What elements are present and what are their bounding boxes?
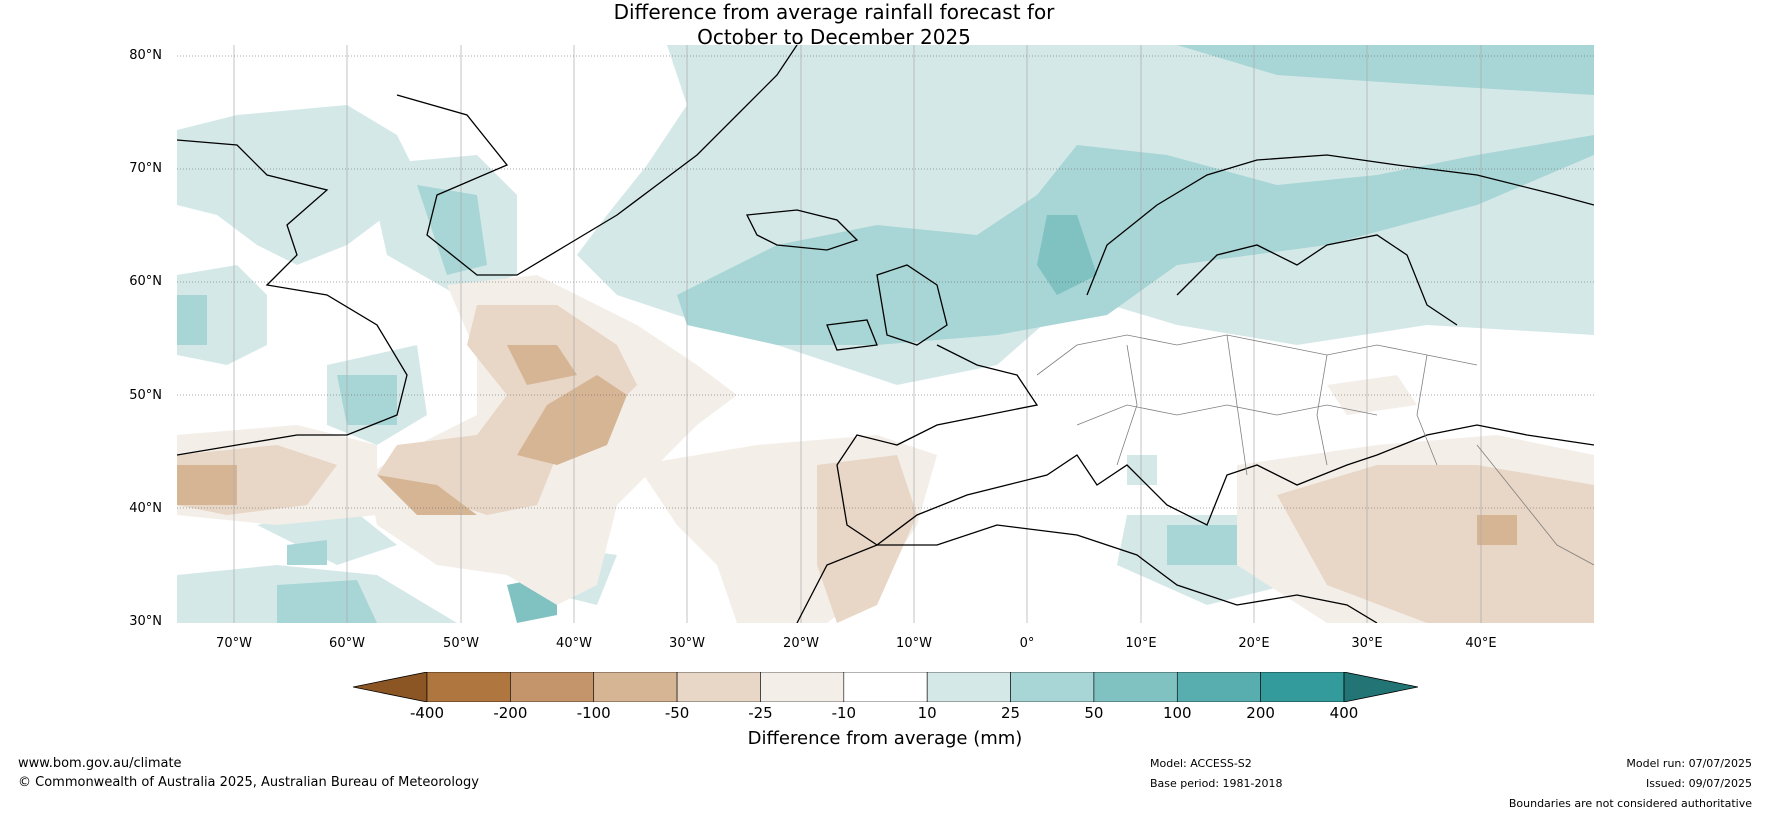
title-line-1: Difference from average rainfall forecas…	[613, 0, 1055, 24]
colorbar-extend-high	[1343, 672, 1418, 702]
lat-label-30n: 30°N	[129, 614, 162, 629]
map-title: Difference from average rainfall forecas…	[0, 0, 1768, 50]
europe-coast	[836, 344, 1594, 546]
colorbar-tick-label: -200	[493, 704, 528, 722]
canada-coast	[177, 139, 408, 456]
lon-label-50w: 50°W	[443, 636, 479, 651]
colorbar-segment	[1093, 672, 1178, 702]
colorbar-segment	[1260, 672, 1345, 702]
lat-label-70n: 70°N	[129, 161, 162, 176]
scandinavia-coast	[1086, 154, 1594, 296]
colorbar-tick-label: -50	[664, 704, 690, 722]
graticule	[177, 55, 1594, 509]
lat-label-80n: 80°N	[129, 48, 162, 63]
wet-anomaly-medium	[177, 45, 1594, 623]
colorbar-tick-label: 10	[917, 704, 937, 722]
lat-label-50n: 50°N	[129, 388, 162, 403]
lon-label-40w: 40°W	[556, 636, 592, 651]
colorbar-extend-low	[353, 672, 428, 702]
colorbar-segment	[843, 672, 928, 702]
lon-label-0: 0°	[1019, 636, 1035, 651]
iceland-coast	[745, 209, 859, 251]
lat-label-60n: 60°N	[129, 274, 162, 289]
colorbar-segment	[510, 672, 595, 702]
lon-label-40e: 40°E	[1465, 636, 1497, 651]
colorbar-label: Difference from average (mm)	[747, 728, 1023, 749]
colorbar-tick-label: 400	[1329, 704, 1359, 722]
uk-coast	[876, 264, 948, 346]
model-name: Model: ACCESS-S2	[1150, 757, 1252, 770]
model-run-date: Model run: 07/07/2025	[1626, 757, 1752, 770]
dry-anomaly-strong	[177, 345, 1517, 545]
lon-label-10w: 10°W	[896, 636, 932, 651]
colorbar-tick-label: -400	[409, 704, 445, 722]
footer-middle: Model: ACCESS-S2 Base period: 1981-2018	[1150, 754, 1282, 794]
lat-label-40n: 40°N	[129, 501, 162, 516]
boundaries-disclaimer: Boundaries are not considered authoritat…	[1508, 797, 1752, 810]
lon-label-10e: 10°E	[1125, 636, 1157, 651]
meridians	[233, 45, 1482, 623]
coastlines	[177, 45, 1594, 623]
website-link[interactable]: www.bom.gov.au/climate	[18, 756, 182, 771]
colorbar-segment	[676, 672, 761, 702]
colorbar-segment	[426, 672, 511, 702]
ireland-coast	[826, 319, 878, 351]
sweden-finland-coast	[1176, 234, 1458, 326]
copyright-text: © Commonwealth of Australia 2025, Austra…	[18, 775, 479, 790]
africa-coast	[796, 524, 1378, 623]
colorbar-tick-label: 100	[1162, 704, 1192, 722]
colorbar-tick-label: -100	[576, 704, 611, 722]
colorbar-tick-label: 25	[1000, 704, 1021, 722]
footer-right: Model run: 07/07/2025 Issued: 09/07/2025…	[1509, 754, 1752, 814]
colorbar-segments	[353, 672, 1418, 702]
footer-left: www.bom.gov.au/climate © Commonwealth of…	[18, 754, 479, 792]
lon-label-20e: 20°E	[1238, 636, 1270, 651]
rainfall-map	[177, 45, 1594, 623]
dry-anomaly-medium	[177, 305, 1594, 623]
lon-label-30e: 30°E	[1351, 636, 1383, 651]
lon-label-60w: 60°W	[329, 636, 365, 651]
lon-label-20w: 20°W	[783, 636, 819, 651]
greenland-coast	[396, 45, 798, 276]
colorbar-segment	[760, 672, 845, 702]
base-period: Base period: 1981-2018	[1150, 777, 1283, 790]
country-borders	[1036, 334, 1594, 566]
colorbar-segment	[593, 672, 678, 702]
colorbar-tick-label: -25	[748, 704, 773, 722]
issued-date: Issued: 09/07/2025	[1645, 777, 1752, 790]
lon-label-70w: 70°W	[216, 636, 252, 651]
colorbar-segment	[1176, 672, 1261, 702]
colorbar-segment	[1010, 672, 1095, 702]
colorbar-segment	[926, 672, 1011, 702]
colorbar	[353, 672, 1418, 702]
colorbar-tick-label: 50	[1084, 704, 1104, 722]
lon-label-30w: 30°W	[669, 636, 705, 651]
colorbar-tick-label: -10	[831, 704, 857, 722]
colorbar-tick-label: 200	[1246, 704, 1275, 722]
map-canvas	[177, 45, 1594, 623]
